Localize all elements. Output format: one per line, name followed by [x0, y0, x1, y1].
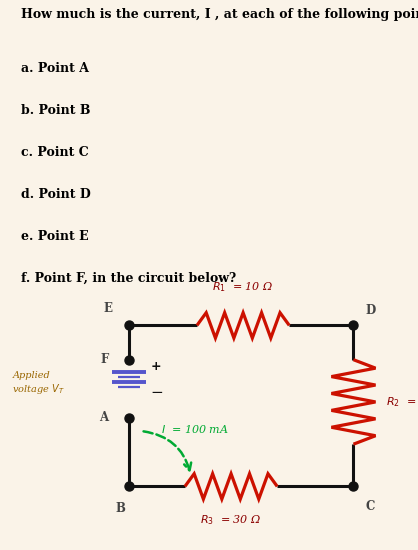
Text: $I$  = 100 mA: $I$ = 100 mA: [161, 423, 229, 435]
Text: F: F: [100, 353, 109, 366]
Text: e. Point E: e. Point E: [21, 230, 89, 243]
Text: $R_1$  = 10 Ω: $R_1$ = 10 Ω: [212, 280, 274, 294]
Text: B: B: [116, 502, 126, 515]
Text: A: A: [99, 411, 109, 424]
Text: $R_3$  = 30 Ω: $R_3$ = 30 Ω: [200, 513, 262, 526]
Text: −: −: [151, 385, 163, 400]
Text: Applied
voltage $V_T$: Applied voltage $V_T$: [13, 371, 65, 396]
Text: c. Point C: c. Point C: [21, 146, 89, 159]
Text: b. Point B: b. Point B: [21, 104, 90, 117]
Text: How much is the current, I , at each of the following points?: How much is the current, I , at each of …: [21, 8, 418, 21]
Text: C: C: [365, 499, 375, 513]
FancyArrowPatch shape: [143, 431, 191, 470]
Text: D: D: [365, 305, 376, 317]
Text: d. Point D: d. Point D: [21, 188, 91, 201]
Text: f. Point F, in the circuit below?: f. Point F, in the circuit below?: [21, 272, 236, 285]
Text: a. Point A: a. Point A: [21, 62, 89, 75]
Text: $R_2$  = 20 Ω: $R_2$ = 20 Ω: [385, 395, 418, 409]
Text: +: +: [151, 360, 161, 373]
Text: E: E: [104, 302, 113, 315]
